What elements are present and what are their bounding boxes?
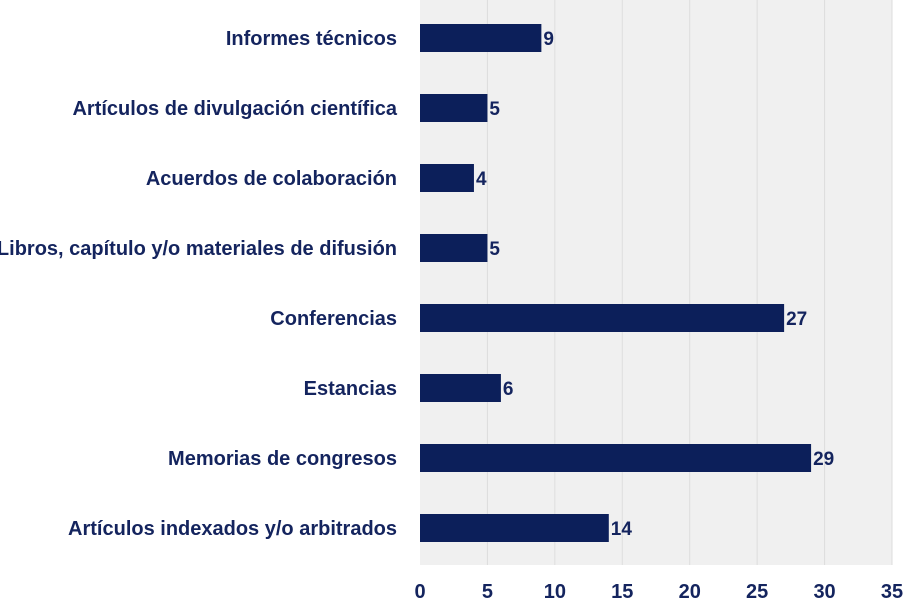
category-label: Artículos indexados y/o arbitrados <box>68 518 397 540</box>
x-tick-label: 25 <box>746 581 768 603</box>
data-label: 14 <box>611 519 633 540</box>
x-tick-label: 15 <box>611 581 633 603</box>
category-label: Libros, capítulo y/o materiales de difus… <box>0 238 397 260</box>
category-label: Artículos de divulgación científica <box>72 98 397 120</box>
data-label: 29 <box>813 449 834 470</box>
bars-layer <box>420 24 812 542</box>
data-label: 5 <box>489 99 500 120</box>
bar <box>420 94 488 122</box>
ticks-layer: 0 5 10 15 20 25 30 35 <box>414 581 903 603</box>
data-label: 5 <box>489 239 500 260</box>
bar <box>420 444 812 472</box>
data-label: 27 <box>786 309 807 330</box>
bar <box>420 164 474 192</box>
category-label: Conferencias <box>270 308 397 330</box>
category-label: Estancias <box>304 378 397 400</box>
category-label: Informes técnicos <box>226 28 397 50</box>
data-label: 9 <box>543 29 554 50</box>
x-tick-label: 35 <box>881 581 903 603</box>
category-label: Acuerdos de colaboración <box>146 168 397 190</box>
x-tick-label: 0 <box>414 581 425 603</box>
x-tick-label: 10 <box>544 581 566 603</box>
x-tick-label: 5 <box>482 581 493 603</box>
data-label: 4 <box>476 169 487 190</box>
category-label: Memorias de congresos <box>168 448 397 470</box>
bar <box>420 24 542 52</box>
bar <box>420 514 609 542</box>
bar <box>420 304 785 332</box>
bar <box>420 374 501 402</box>
x-tick-label: 30 <box>813 581 835 603</box>
grid-layer <box>486 0 893 565</box>
x-tick-label: 20 <box>679 581 701 603</box>
bar <box>420 234 488 262</box>
plot-area <box>420 0 892 565</box>
labels-layer: Informes técnicos 9 Artículos de divulgaci… <box>0 28 834 540</box>
data-label: 6 <box>503 379 514 400</box>
